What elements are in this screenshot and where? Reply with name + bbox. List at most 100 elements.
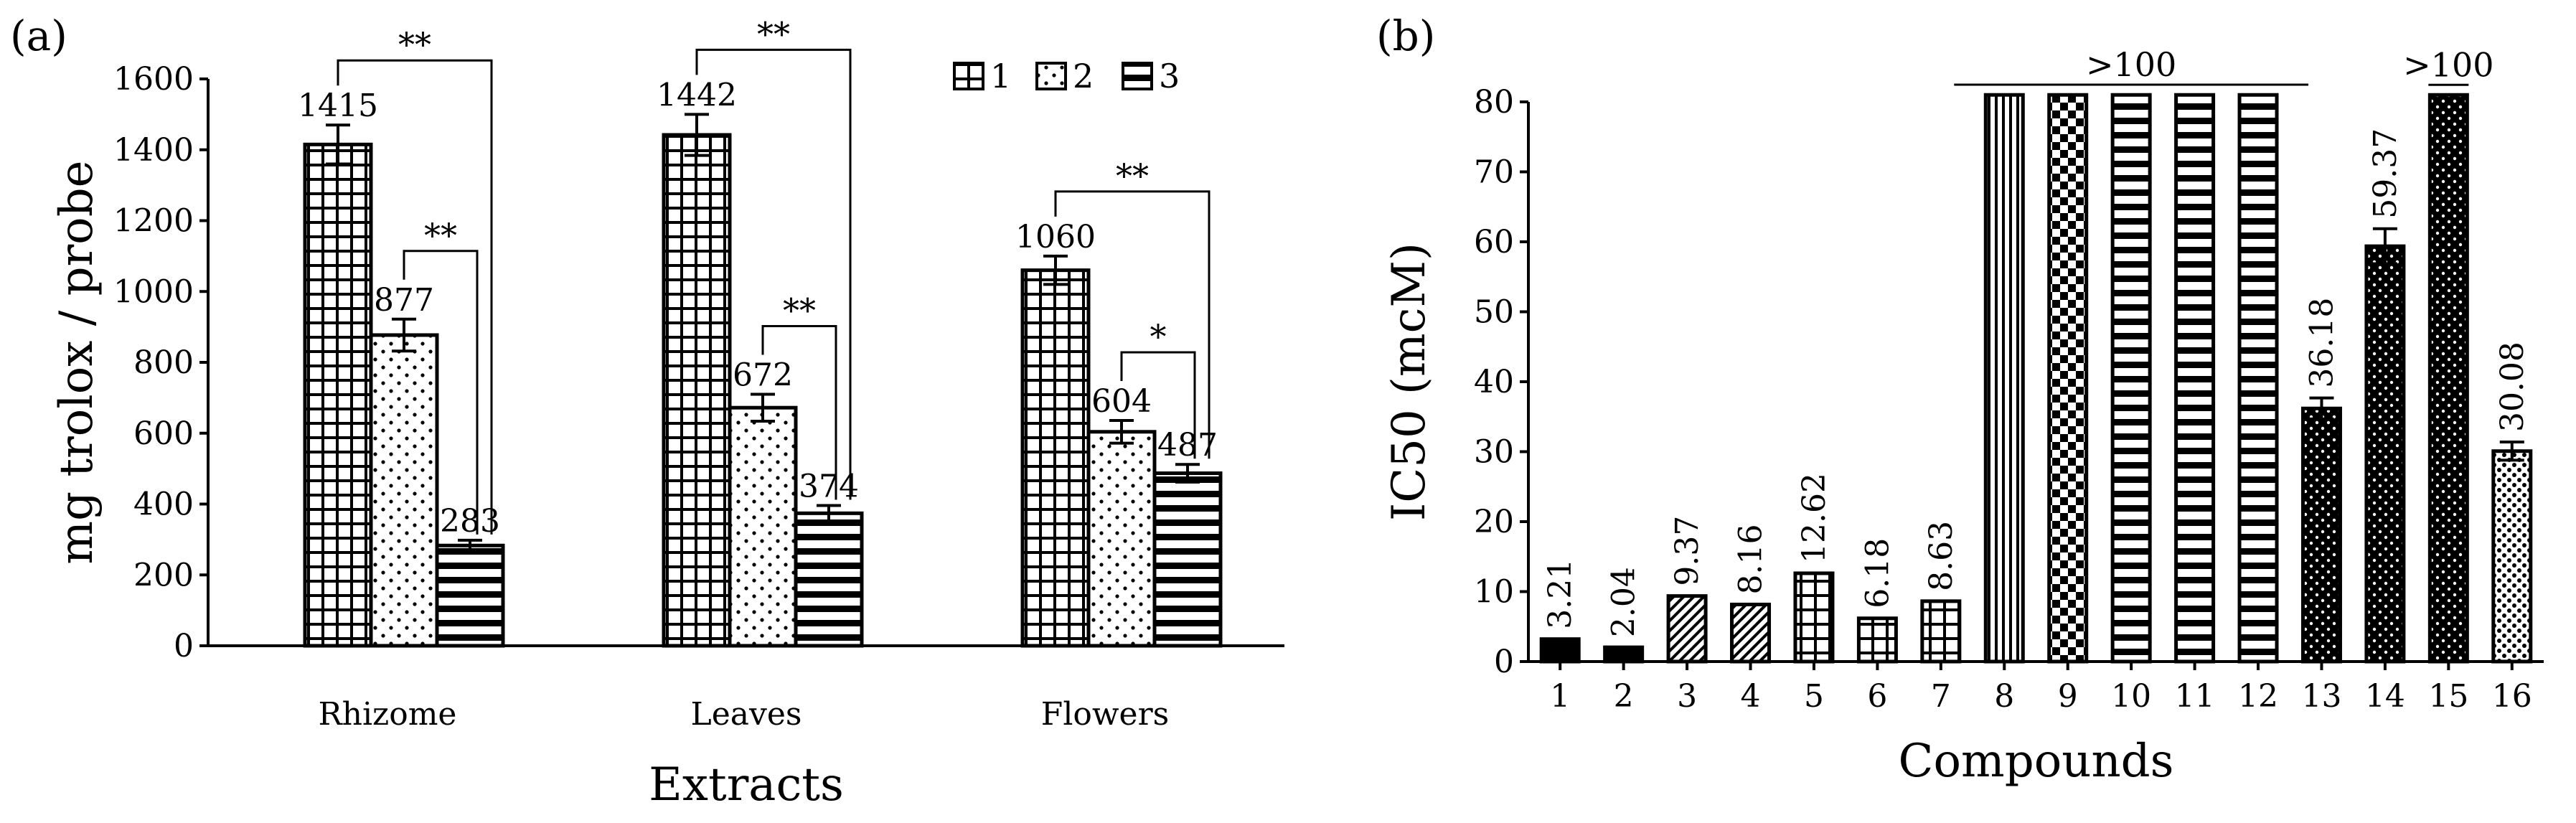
chart-b-y-tick-label: 80: [1474, 84, 1514, 121]
chart-b-x-tick-label: 16: [2492, 678, 2532, 715]
chart-b-y-tick-label: 40: [1474, 364, 1514, 400]
chart-b-data-label: 3.21: [1542, 559, 1579, 629]
chart-a-legend-label: 3: [1159, 57, 1180, 95]
chart-b-bar: [1920, 599, 1962, 664]
chart-b-bar: [2110, 93, 2152, 664]
chart-b-data-label: 36.18: [2303, 298, 2340, 388]
chart-b-bar: [2300, 406, 2342, 664]
chart-b-x-tick-label: 1: [1550, 678, 1570, 715]
chart-b-annotation-label: >100: [2403, 45, 2493, 84]
chart-a-y-tick-label: 1600: [113, 61, 194, 98]
chart-b-bar: [1983, 93, 2025, 664]
chart-a-bar: [1152, 471, 1223, 648]
chart-b-y-tick-label: 20: [1474, 504, 1514, 540]
chart-a-y-tick-label: 200: [133, 557, 194, 593]
chart-b-bar: [1666, 594, 1708, 664]
chart-b-x-tick-label: 4: [1741, 678, 1761, 715]
chart-b-bar: [2364, 244, 2406, 664]
chart-b-annotation-label: >100: [2086, 45, 2176, 84]
chart-a-bar: [728, 405, 798, 648]
chart-a-y-tick-label: 600: [133, 415, 194, 452]
chart-a-significance-label: **: [424, 216, 457, 255]
chart-a-significance-label: **: [1116, 156, 1149, 195]
chart-a-bar: [794, 511, 864, 648]
chart-b-data-label: 8.63: [1923, 521, 1960, 591]
chart-b-x-axis-title: Compounds: [1899, 735, 2174, 788]
chart-b-x-tick-label: 9: [2058, 678, 2078, 715]
chart-b-y-tick-label: 0: [1494, 644, 1514, 680]
chart-b-bar: [1539, 637, 1581, 664]
chart-a-significance-label: **: [398, 25, 431, 64]
chart-a-significance-bracket: [695, 48, 852, 500]
chart-b-data-label: 30.08: [2494, 342, 2531, 432]
chart-a-significance-bracket: [337, 59, 493, 535]
chart-b-x-tick-label: 7: [1931, 678, 1951, 715]
chart-a-significance-bracket: [403, 250, 479, 535]
chart-a-y-tick-label: 1000: [113, 273, 194, 310]
chart-a-significance-bracket: [1054, 190, 1211, 459]
chart-b-data-label: 59.37: [2367, 128, 2404, 219]
chart-b-y-axis-title: IC50 (mcM): [1383, 243, 1436, 521]
chart-a-bar: [303, 142, 373, 648]
chart-a-data-label: 672: [733, 357, 793, 393]
chart-b-bar: [2174, 93, 2216, 664]
chart-a-y-tick-label: 1200: [113, 203, 194, 240]
chart-a-bar: [1020, 268, 1091, 648]
chart-a-data-label: 283: [440, 503, 500, 540]
chart-a-data-label: 1415: [298, 88, 378, 124]
chart-b-y-tick-label: 10: [1474, 574, 1514, 611]
chart-b-x-tick-label: 8: [1994, 678, 2014, 715]
chart-a-bar: [435, 543, 505, 648]
chart-a-y-tick-label: 400: [133, 486, 194, 523]
chart-a-data-label: 604: [1091, 383, 1152, 420]
chart-b-bar: [2427, 93, 2469, 664]
panel-b-label: (b): [1376, 11, 1435, 60]
chart-a-legend-swatch: [1035, 62, 1067, 90]
chart-b-x-tick-label: 11: [2175, 678, 2215, 715]
chart-b: 0 10 20 30 40 50 60 70 80 IC50 (mcM) 1 3.21 2 2.04 3 9.…: [1383, 45, 2544, 788]
chart-b-bar: [1603, 645, 1645, 664]
chart-a-y-tick-label: 1400: [113, 132, 194, 169]
chart-b-x-tick-label: 13: [2301, 678, 2341, 715]
chart-a-x-tick-label: Leaves: [691, 696, 802, 733]
chart-a-bar: [1086, 430, 1157, 648]
chart-b-bar: [1730, 602, 1772, 664]
chart-b-y-tick-label: 50: [1474, 294, 1514, 331]
chart-a-legend-swatch: [953, 62, 984, 90]
panel-a-label: (a): [10, 11, 67, 60]
chart-a-bar: [662, 133, 732, 648]
chart-b-y-tick-label: 70: [1474, 154, 1514, 191]
chart-a: 0 200 400 600 800 1000 1200 1400 1600 mg trolox /…: [50, 14, 1284, 812]
chart-a-data-label: 877: [374, 282, 434, 319]
chart-b-x-tick-label: 12: [2238, 678, 2278, 715]
chart-a-x-tick-label: Flowers: [1041, 696, 1169, 733]
chart-a-significance-label: **: [757, 14, 790, 53]
chart-b-x-tick-label: 14: [2365, 678, 2405, 715]
chart-b-x-tick-label: 10: [2111, 678, 2151, 715]
chart-a-legend-swatch: [1122, 62, 1153, 90]
chart-b-data-label: 8.16: [1733, 524, 1769, 594]
chart-b-bar: [1856, 616, 1898, 664]
chart-a-significance-bracket: [761, 324, 837, 500]
chart-b-data-label: 6.18: [1859, 538, 1896, 608]
chart-b-bar: [2491, 449, 2533, 664]
chart-b-x-tick-label: 15: [2428, 678, 2468, 715]
chart-a-bar: [369, 333, 439, 648]
chart-a-x-axis-title: Extracts: [649, 758, 844, 812]
chart-b-data-label: 12.62: [1796, 473, 1833, 563]
chart-b-x-tick-label: 6: [1867, 678, 1887, 715]
chart-a-significance-label: *: [1150, 317, 1167, 356]
chart-b-bar: [2237, 93, 2279, 664]
chart-a-significance-label: **: [783, 291, 816, 329]
chart-a-significance-bracket: [1120, 351, 1196, 459]
chart-a-data-label: 1442: [657, 77, 737, 113]
chart-b-x-tick-label: 2: [1614, 678, 1634, 715]
chart-a-y-tick-label: 800: [133, 344, 194, 381]
chart-a-x-tick-label: Rhizome: [319, 696, 457, 733]
chart-b-x-tick-label: 5: [1804, 678, 1824, 715]
chart-b-x-tick-label: 3: [1677, 678, 1697, 715]
chart-b-bar: [2047, 93, 2089, 664]
chart-a-data-label: 374: [799, 468, 859, 504]
